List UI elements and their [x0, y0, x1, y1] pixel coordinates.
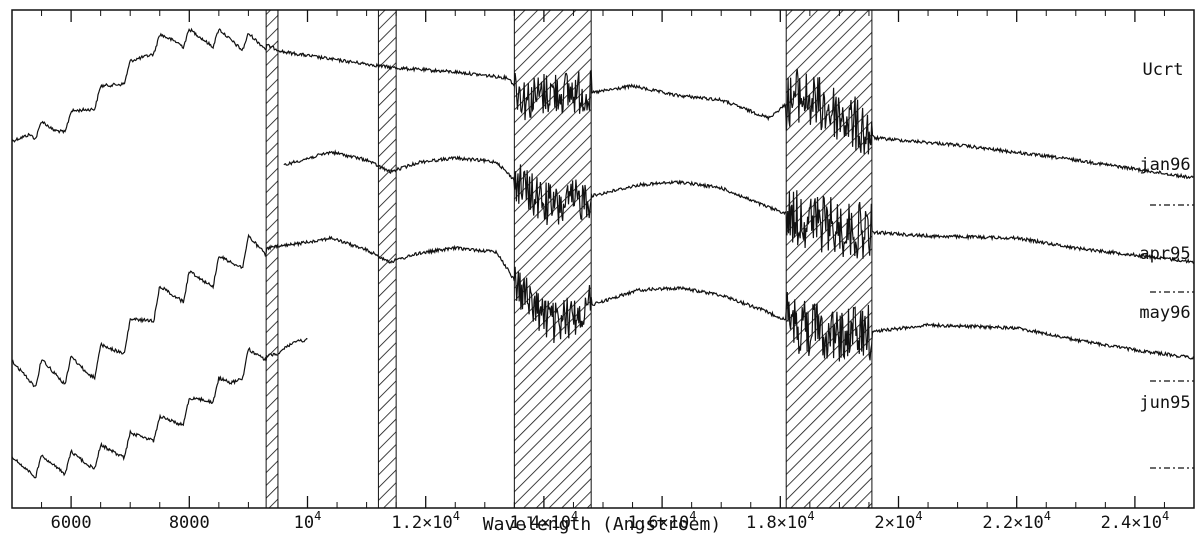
x-tick-label: 6000 [51, 513, 92, 533]
spectrum-jun95 [11, 337, 308, 479]
hatched-region-1 [265, 9, 279, 509]
x-axis-label: Wavelength (Angstroem) [483, 514, 721, 535]
hatched-region-3 [513, 9, 592, 509]
x-tick-label: 8000 [169, 513, 210, 533]
x-tick-label: 2.2×104 [982, 509, 1051, 533]
x-tick-label: 1.2×104 [391, 509, 460, 533]
x-tick-label: 104 [294, 509, 322, 533]
spectrum-may96 [11, 233, 1195, 388]
object-label: Ucrt [1143, 60, 1184, 80]
x-tick-label: 1.4×104 [510, 509, 579, 533]
plot-frame [11, 9, 1195, 509]
x-axis-ticks [41, 10, 1165, 508]
spectra-series [11, 27, 1195, 479]
x-tick-label: 1.8×104 [746, 509, 815, 533]
x-axis-tick-labels: 6000 8000 104 1.2×104 1.4×104 1.6×104 1.8×104 2… [51, 509, 1170, 533]
x-tick-label: 2×104 [874, 509, 922, 533]
series-label-jun95: jun95 [1139, 393, 1190, 413]
hatched-region-2 [377, 9, 397, 509]
spectrum-jan96 [11, 27, 1194, 180]
spectrum-apr95 [283, 149, 1195, 265]
series-label-jan96: jan96 [1139, 155, 1190, 175]
x-tick-label: 1.6×104 [628, 509, 697, 533]
series-label-may96: may96 [1139, 303, 1190, 323]
series-label-apr95: apr95 [1139, 244, 1190, 264]
hatched-regions [265, 9, 873, 509]
x-tick-label: 2.4×104 [1101, 509, 1170, 533]
